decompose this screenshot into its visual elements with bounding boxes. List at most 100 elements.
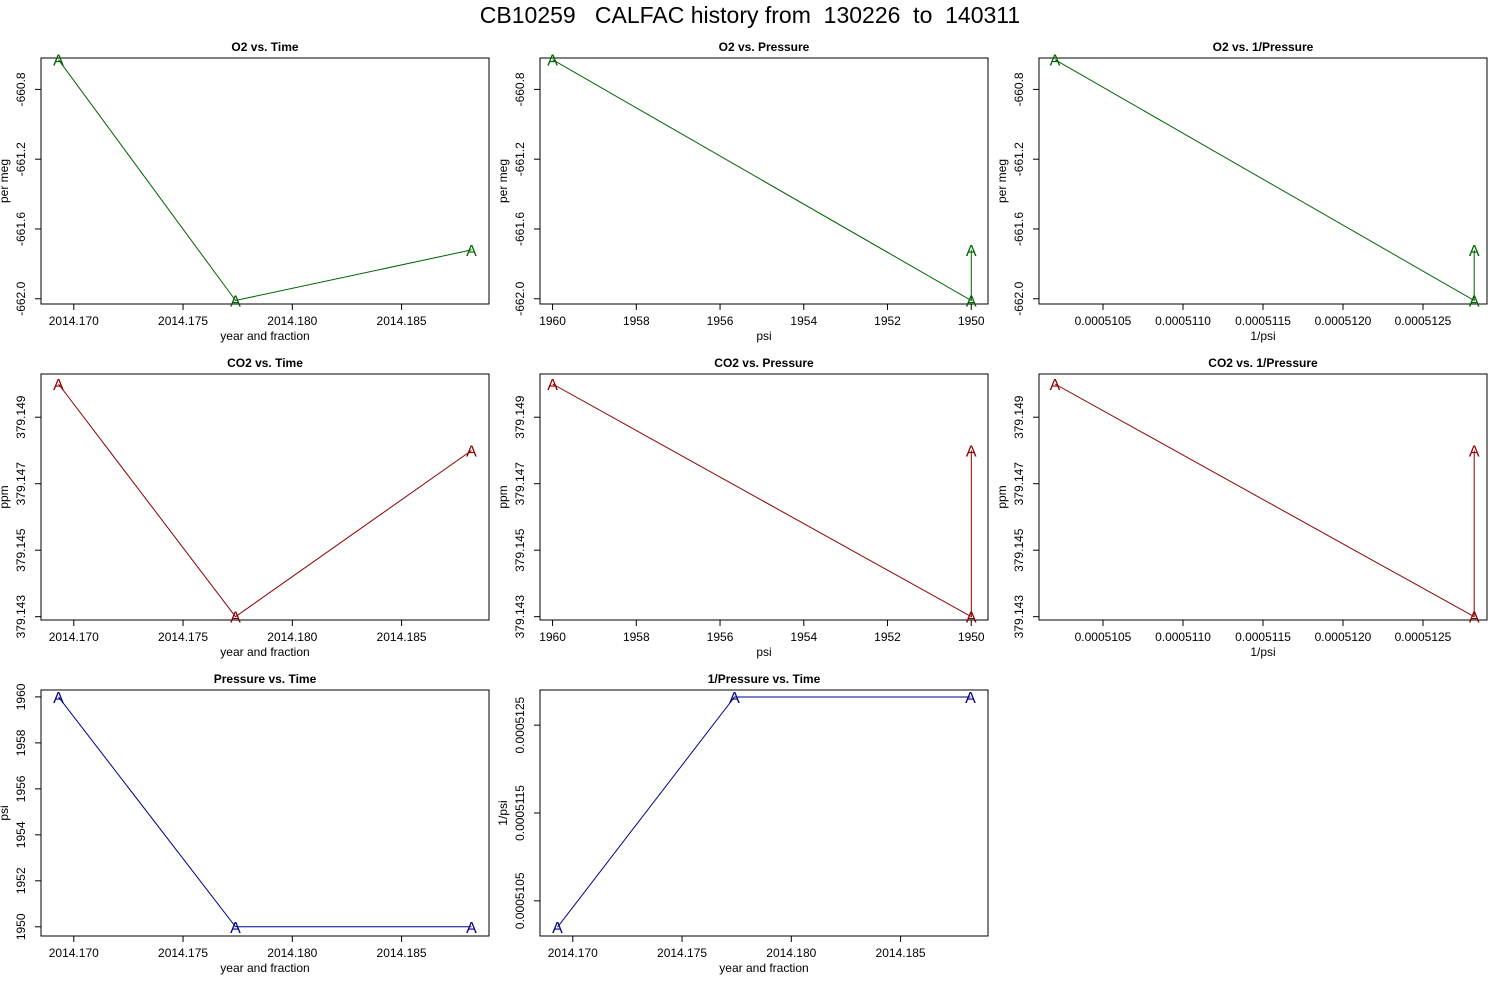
y-tick-label: -662.0 (14, 281, 28, 315)
x-axis-label: 1/psi (1250, 645, 1275, 659)
x-tick-label: 1958 (623, 314, 650, 328)
data-point-marker: A (966, 294, 977, 311)
series-line (58, 383, 472, 618)
y-tick-label: 1950 (14, 913, 28, 940)
y-tick-label: 379.143 (14, 595, 28, 639)
x-tick-label: 0.0005105 (1075, 630, 1132, 644)
data-point-marker: A (230, 920, 241, 937)
y-tick-label: 1958 (14, 729, 28, 756)
x-axis-label: psi (756, 329, 771, 343)
panel-title: Pressure vs. Time (214, 672, 317, 686)
y-axis-label: ppm (995, 485, 1009, 508)
data-point-marker: A (53, 53, 64, 70)
y-tick-label: 379.147 (513, 462, 527, 506)
y-tick-label: -660.8 (1012, 72, 1026, 106)
plot-frame (539, 57, 989, 305)
x-tick-label: 1952 (874, 314, 901, 328)
data-point-marker: A (729, 690, 740, 707)
y-tick-label: -662.0 (513, 281, 527, 315)
plot-frame (539, 373, 989, 621)
data-point-marker: A (466, 243, 477, 260)
y-axis-label: per meg (496, 159, 510, 203)
x-axis-label: year and fraction (220, 329, 309, 343)
data-point-marker: A (53, 690, 64, 707)
x-tick-label: 2014.170 (49, 630, 99, 644)
y-tick-label: 1954 (14, 821, 28, 848)
x-tick-label: 2014.180 (267, 314, 317, 328)
data-point-marker: A (966, 610, 977, 627)
x-tick-label: 0.0005115 (1235, 630, 1291, 644)
data-point-marker: A (552, 920, 563, 937)
page-title: CB10259 CALFAC history from 130226 to 14… (479, 2, 1021, 28)
x-tick-label: 1958 (623, 630, 650, 644)
y-tick-label: -662.0 (1012, 281, 1026, 315)
panel-title: O2 vs. 1/Pressure (1213, 40, 1314, 54)
data-point-marker: A (466, 920, 477, 937)
plot-frame (1038, 57, 1488, 305)
panel-title: 1/Pressure vs. Time (708, 672, 821, 686)
panel-title: O2 vs. Pressure (719, 40, 810, 54)
y-tick-label: -660.8 (513, 72, 527, 106)
y-tick-label: 379.145 (14, 528, 28, 572)
y-tick-label: 379.143 (513, 595, 527, 639)
x-tick-label: 2014.185 (377, 630, 427, 644)
x-tick-label: 1960 (539, 314, 566, 328)
y-axis-label: ppm (0, 485, 11, 508)
y-tick-label: -661.6 (14, 212, 28, 246)
data-point-marker: A (1050, 377, 1061, 394)
x-tick-label: 0.0005120 (1315, 314, 1372, 328)
x-tick-label: 0.0005120 (1315, 630, 1372, 644)
x-axis-label: psi (756, 645, 771, 659)
plot-frame (40, 57, 490, 305)
x-tick-label: 0.0005110 (1155, 630, 1211, 644)
x-axis-label: year and fraction (220, 645, 309, 659)
series-line (557, 696, 971, 928)
y-tick-label: 0.0005125 (513, 696, 527, 753)
x-tick-label: 0.0005105 (1075, 314, 1132, 328)
y-tick-label: 1956 (14, 775, 28, 802)
x-tick-label: 2014.175 (158, 630, 208, 644)
x-tick-label: 2014.180 (766, 946, 816, 960)
y-tick-label: 1960 (14, 683, 28, 710)
x-tick-label: 1956 (707, 630, 734, 644)
data-point-marker: A (1469, 610, 1480, 627)
y-tick-label: -661.6 (1012, 212, 1026, 246)
data-point-marker: A (230, 294, 241, 311)
y-axis-label: psi (0, 805, 11, 820)
x-tick-label: 2014.170 (49, 946, 99, 960)
x-tick-label: 2014.175 (158, 314, 208, 328)
y-tick-label: 379.149 (513, 395, 527, 439)
plot-frame (1038, 373, 1488, 621)
panel-title: CO2 vs. Pressure (714, 356, 814, 370)
x-tick-label: 0.0005125 (1395, 314, 1452, 328)
data-point-marker: A (230, 610, 241, 627)
data-point-marker: A (547, 377, 558, 394)
x-tick-label: 1960 (539, 630, 566, 644)
x-tick-label: 0.0005115 (1235, 314, 1291, 328)
x-tick-label: 2014.185 (377, 314, 427, 328)
panel-o2-vs-pressure: O2 vs. Pressure 1960 1958 1956 1954 1952 1950 -… (496, 40, 989, 343)
panel-pressure-vs-time: Pressure vs. Time 2014.170 2014.175 2014.18… (0, 672, 490, 975)
x-tick-label: 2014.180 (267, 946, 317, 960)
x-tick-label: 1954 (790, 314, 817, 328)
series-line (58, 696, 472, 928)
y-tick-label: 379.147 (14, 462, 28, 506)
x-tick-label: 2014.170 (49, 314, 99, 328)
y-tick-label: 379.149 (1012, 395, 1026, 439)
data-point-marker: A (1469, 294, 1480, 311)
panel-co2-vs-pressure: CO2 vs. Pressure 1960 1958 1956 1954 1952 1950… (496, 356, 989, 659)
data-point-marker: A (1469, 243, 1480, 260)
y-tick-label: -660.8 (14, 72, 28, 106)
series-line (552, 383, 972, 618)
x-tick-label: 2014.175 (657, 946, 707, 960)
y-tick-label: 379.145 (1012, 528, 1026, 572)
panel-1-pressure-vs-time: 1/Pressure vs. Time 2014.170 2014.175 2014.… (496, 672, 989, 975)
data-point-marker: A (466, 443, 477, 460)
series-line (552, 59, 972, 302)
panel-co2-vs-1-pressure: CO2 vs. 1/Pressure 0.0005105 0.0005110 0.00… (995, 356, 1488, 659)
data-point-marker: A (53, 377, 64, 394)
x-tick-label: 2014.185 (876, 946, 926, 960)
x-tick-label: 1954 (790, 630, 817, 644)
y-axis-label: per meg (995, 159, 1009, 203)
